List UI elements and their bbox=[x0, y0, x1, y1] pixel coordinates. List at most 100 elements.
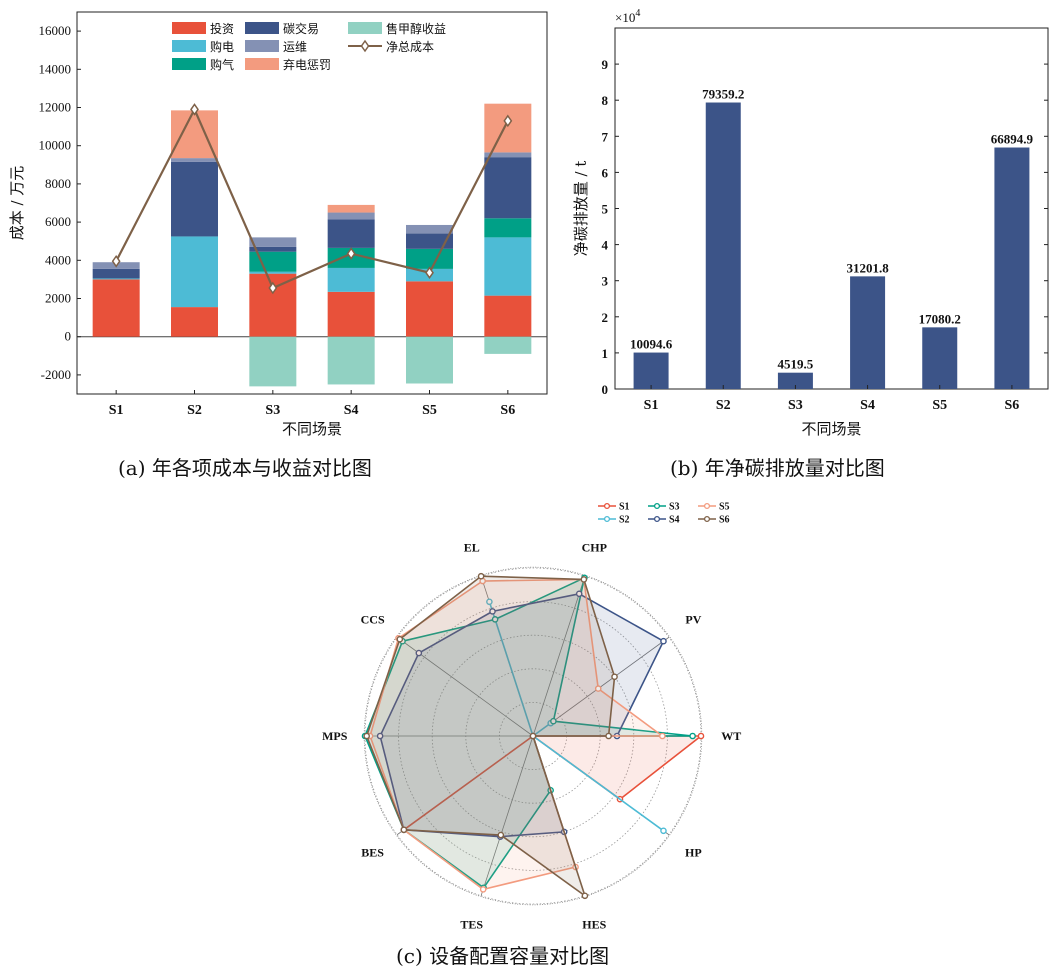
caption-c: (c) 设备配置容量对比图 bbox=[396, 944, 610, 968]
legend-marker bbox=[360, 39, 370, 53]
radar-legend-marker bbox=[653, 502, 661, 510]
bar-segment bbox=[484, 237, 532, 296]
radar-point bbox=[605, 732, 612, 740]
radar-legend-marker bbox=[703, 515, 711, 523]
net-cost-marker bbox=[111, 254, 121, 268]
x-tick-label: S4 bbox=[344, 403, 359, 418]
emission-bar bbox=[633, 352, 669, 389]
bar-segment bbox=[327, 212, 375, 220]
y-tick-label: 8000 bbox=[45, 176, 71, 191]
radar-point bbox=[659, 732, 666, 740]
bar-value-label: 10094.6 bbox=[630, 337, 673, 352]
radar-axis-label: TES bbox=[460, 918, 483, 932]
radar-axis-label: EL bbox=[464, 540, 480, 554]
y-axis-label: 净碳排放量 / t bbox=[572, 161, 590, 257]
emission-bar bbox=[922, 327, 958, 389]
legend-swatch bbox=[245, 22, 279, 34]
bar-segment bbox=[327, 204, 375, 213]
x-tick-label: S6 bbox=[500, 403, 515, 418]
bar-segment bbox=[327, 267, 375, 292]
radar-point bbox=[396, 635, 404, 643]
bar-segment bbox=[171, 307, 218, 337]
y-tick-label: 0 bbox=[602, 382, 609, 397]
y-tick-label: 12000 bbox=[39, 100, 72, 115]
bar-segment bbox=[249, 237, 297, 247]
y-axis-label: 成本 / 万元 bbox=[8, 166, 26, 241]
y-tick-label: -2000 bbox=[41, 367, 71, 382]
radar-axis-label: HP bbox=[685, 846, 702, 860]
radar-axis-label: BES bbox=[361, 846, 384, 860]
radar-point bbox=[489, 608, 496, 615]
x-tick-label: S6 bbox=[1005, 398, 1020, 413]
net-cost-marker bbox=[268, 281, 278, 295]
bar-segment bbox=[249, 246, 297, 252]
bar-segment bbox=[92, 278, 140, 280]
y-tick-label: 6000 bbox=[45, 214, 71, 229]
legend-label: 弃电惩罚 bbox=[283, 57, 331, 72]
radar-axis-label: PV bbox=[685, 612, 701, 626]
radar-legend-label: S3 bbox=[669, 502, 680, 513]
x-tick-label: S5 bbox=[932, 398, 947, 413]
bar-value-label: 66894.9 bbox=[991, 132, 1034, 147]
radar-legend-label: S5 bbox=[719, 502, 730, 513]
y-tick-label: 7 bbox=[602, 129, 609, 144]
y-tick-label: 16000 bbox=[39, 23, 72, 38]
caption-b: (b) 年净碳排放量对比图 bbox=[670, 456, 885, 480]
legend-swatch bbox=[172, 40, 206, 52]
radar-point bbox=[491, 616, 499, 623]
bar-segment bbox=[484, 218, 532, 238]
radar-spoke bbox=[480, 735, 534, 896]
emission-bar bbox=[777, 372, 813, 389]
radar-point bbox=[363, 732, 370, 740]
bar-segment bbox=[406, 248, 453, 269]
radar-legend-marker bbox=[603, 502, 611, 510]
radar-point bbox=[550, 717, 557, 725]
radar-point bbox=[660, 827, 667, 835]
bar-segment bbox=[171, 236, 218, 308]
bar-segment bbox=[327, 219, 375, 248]
bar-segment bbox=[327, 336, 375, 385]
axis-multiplier: ×104 bbox=[615, 8, 640, 25]
legend-swatch bbox=[245, 40, 279, 52]
legend-swatch bbox=[245, 58, 279, 70]
bar-segment bbox=[249, 271, 297, 274]
net-cost-marker bbox=[346, 247, 356, 260]
emission-bar bbox=[850, 276, 886, 389]
y-tick-label: 8 bbox=[602, 93, 609, 108]
y-tick-label: 6 bbox=[602, 165, 609, 180]
y-tick-label: 5 bbox=[602, 202, 609, 217]
x-tick-label: S2 bbox=[187, 403, 202, 418]
bar-value-label: 31201.8 bbox=[846, 260, 889, 275]
bar-segment bbox=[484, 336, 532, 354]
y-tick-label: 4 bbox=[602, 238, 609, 253]
legend-label: 运维 bbox=[283, 40, 307, 54]
legend-label: 购电 bbox=[210, 39, 234, 54]
radar-point bbox=[415, 649, 423, 657]
radar-legend-marker bbox=[703, 502, 711, 510]
bar-segment bbox=[92, 279, 140, 337]
y-tick-label: 2 bbox=[602, 310, 609, 325]
radar-axis-label: MPS bbox=[322, 729, 348, 743]
radar-legend-label: S6 bbox=[719, 515, 730, 526]
legend-label: 购气 bbox=[210, 57, 234, 72]
radar-axis-label: WT bbox=[721, 729, 741, 743]
bar-value-label: 79359.2 bbox=[702, 87, 744, 102]
y-tick-label: 10000 bbox=[39, 138, 72, 153]
radar-point bbox=[479, 886, 487, 893]
x-tick-label: S3 bbox=[265, 403, 280, 418]
radar-axis-label: HES bbox=[582, 918, 606, 932]
radar-legend-label: S2 bbox=[619, 515, 630, 526]
radar-point bbox=[376, 732, 384, 740]
radar-point bbox=[594, 685, 602, 692]
bar-segment bbox=[406, 224, 453, 234]
x-axis-label: 不同场景 bbox=[801, 420, 861, 438]
y-tick-label: 1 bbox=[602, 346, 609, 361]
radar-point bbox=[697, 732, 705, 740]
bar-segment bbox=[484, 295, 532, 337]
bar-value-label: 17080.2 bbox=[919, 311, 961, 326]
radar-axis-label: CCS bbox=[361, 612, 385, 626]
bar-segment bbox=[249, 251, 297, 272]
radar-point bbox=[689, 732, 696, 740]
legend-swatch bbox=[172, 22, 206, 34]
cost-chart: -2000 0 2000 4000 6000 8000 10000 12000 14000 160… bbox=[8, 11, 548, 438]
